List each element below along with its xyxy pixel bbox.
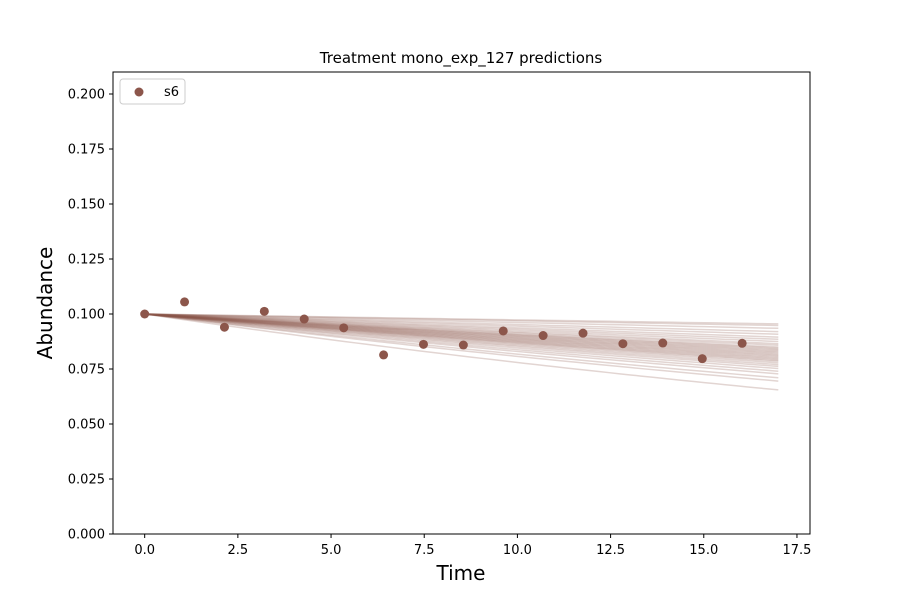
prediction-curve bbox=[144, 313, 779, 345]
legend-box bbox=[119, 78, 186, 105]
x-tick-label: 5.0 bbox=[321, 543, 342, 558]
y-tick-label: 0.000 bbox=[68, 528, 105, 543]
data-point bbox=[498, 326, 508, 336]
prediction-curve bbox=[144, 313, 779, 358]
prediction-curve bbox=[144, 313, 779, 364]
prediction-curve bbox=[144, 313, 779, 355]
prediction-curve bbox=[144, 313, 779, 356]
x-axis-title: Time bbox=[436, 561, 486, 585]
x-tick-label: 0.0 bbox=[134, 543, 155, 558]
prediction-curve bbox=[144, 313, 779, 360]
prediction-curve bbox=[144, 313, 779, 346]
y-tick-label: 0.075 bbox=[68, 363, 105, 378]
y-axis-ticks: 0.000 0.025 0.050 0.075 0.100 0.125 0.150 0.175… bbox=[68, 88, 113, 543]
prediction-curve bbox=[144, 313, 779, 330]
prediction-curve bbox=[144, 313, 779, 361]
prediction-curve bbox=[144, 313, 779, 348]
x-axis-ticks: 0.0 2.5 5.0 7.5 10.0 12.5 15.0 17.5 bbox=[134, 534, 811, 558]
legend-marker bbox=[134, 87, 144, 97]
y-tick-label: 0.175 bbox=[68, 143, 105, 158]
prediction-curve bbox=[144, 313, 779, 338]
prediction-curves bbox=[144, 313, 779, 391]
data-point bbox=[658, 338, 668, 348]
data-point bbox=[299, 314, 309, 324]
data-point bbox=[578, 328, 588, 338]
data-points bbox=[140, 297, 747, 364]
y-tick-label: 0.125 bbox=[68, 253, 105, 268]
y-tick-label: 0.050 bbox=[68, 418, 105, 433]
prediction-curve bbox=[144, 313, 779, 353]
prediction-curve bbox=[144, 313, 779, 349]
y-axis-title: Abundance bbox=[33, 247, 57, 360]
prediction-curve bbox=[144, 313, 779, 359]
legend: s6 bbox=[119, 78, 186, 105]
prediction-curve bbox=[144, 313, 779, 363]
prediction-curve bbox=[144, 313, 779, 333]
prediction-curve bbox=[144, 313, 779, 341]
y-tick-label: 0.200 bbox=[68, 88, 105, 103]
data-point bbox=[219, 322, 229, 332]
prediction-curve bbox=[144, 313, 779, 343]
x-tick-label: 17.5 bbox=[782, 543, 811, 558]
y-tick-label: 0.150 bbox=[68, 198, 105, 213]
plot-area-frame bbox=[112, 71, 811, 535]
y-tick-label: 0.025 bbox=[68, 473, 105, 488]
x-tick-label: 2.5 bbox=[228, 543, 249, 558]
data-point bbox=[697, 354, 707, 364]
data-point bbox=[458, 340, 468, 350]
data-point bbox=[618, 339, 628, 349]
prediction-curve bbox=[144, 313, 779, 352]
data-point bbox=[418, 339, 428, 349]
prediction-curve bbox=[144, 313, 779, 327]
legend-label: s6 bbox=[164, 85, 179, 100]
data-point bbox=[180, 297, 190, 307]
prediction-curve bbox=[144, 313, 779, 354]
x-tick-label: 10.0 bbox=[503, 543, 532, 558]
data-point bbox=[538, 331, 548, 341]
x-tick-label: 7.5 bbox=[414, 543, 435, 558]
data-point bbox=[259, 306, 269, 316]
data-point bbox=[140, 309, 150, 319]
data-point bbox=[379, 350, 389, 360]
prediction-curve bbox=[144, 313, 779, 325]
chart-title: Treatment mono_exp_127 predictions bbox=[319, 49, 603, 68]
prediction-curve bbox=[144, 313, 779, 357]
prediction-curve bbox=[144, 313, 779, 382]
prediction-curve bbox=[144, 313, 779, 335]
prediction-curve bbox=[144, 313, 779, 350]
y-tick-label: 0.100 bbox=[68, 308, 105, 323]
x-tick-label: 12.5 bbox=[596, 543, 625, 558]
data-point bbox=[737, 338, 747, 348]
prediction-curve bbox=[144, 313, 779, 391]
data-point bbox=[339, 323, 349, 333]
x-tick-label: 15.0 bbox=[689, 543, 718, 558]
